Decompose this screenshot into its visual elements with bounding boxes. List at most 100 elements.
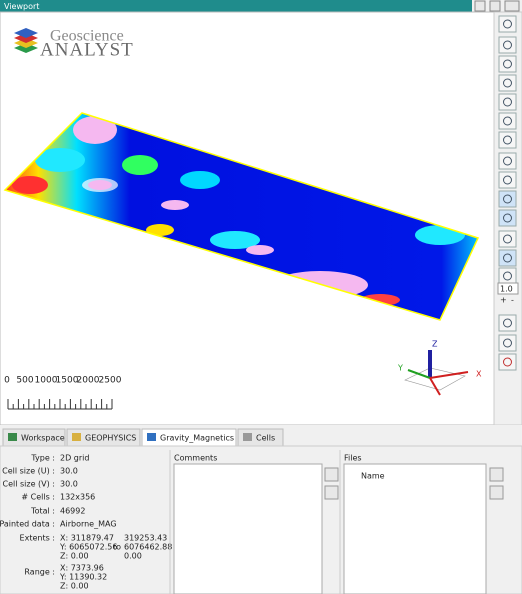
tool-button[interactable]	[498, 190, 517, 208]
property-label: Cell size (U) :	[2, 467, 55, 476]
tool-icon	[503, 116, 512, 126]
tab-label: Cells	[256, 434, 275, 443]
tool-icon	[503, 338, 512, 348]
tool-button[interactable]	[498, 249, 517, 267]
tool-icon	[503, 318, 512, 328]
tool-icon	[503, 253, 512, 263]
tab-label: Gravity_Magnetics	[160, 434, 234, 443]
logo-icon	[14, 28, 38, 53]
property-label: Painted data :	[0, 520, 55, 529]
tool-button[interactable]	[498, 267, 517, 285]
tab-icon	[8, 433, 17, 441]
tool-button[interactable]	[498, 230, 517, 248]
tab-icon	[147, 433, 156, 441]
files-column: Name	[361, 472, 385, 481]
extent-to: 319253.43	[124, 534, 167, 543]
range-value: X: 7373.96	[60, 564, 104, 573]
tool-button[interactable]	[498, 209, 517, 227]
tool-button[interactable]	[498, 36, 517, 54]
tab-icon	[72, 433, 81, 441]
scale-label: 500	[16, 376, 33, 386]
property-value: 132x356	[60, 493, 95, 502]
range-value: Y: 11390.32	[59, 573, 107, 582]
range-value: Z: 0.00	[60, 582, 89, 591]
axes-gizmo	[404, 350, 469, 396]
files-box[interactable]	[343, 463, 487, 594]
remove-file-button[interactable]	[489, 485, 504, 500]
property-value: Airborne_MAG	[60, 520, 117, 529]
tab-label: GEOPHYSICS	[85, 434, 136, 443]
tool-button[interactable]	[498, 15, 517, 33]
tool-icon	[503, 357, 512, 367]
property-label: Range :	[24, 568, 55, 577]
tool-button[interactable]	[498, 152, 517, 170]
axis-z: Z	[432, 340, 438, 349]
zoom-minus[interactable]: -	[511, 296, 514, 305]
logo-line2: ANALYST	[40, 39, 134, 60]
add-file-button[interactable]	[489, 467, 504, 482]
tool-icon	[503, 156, 512, 166]
scale-label: 2500	[99, 376, 122, 386]
tab-icon	[243, 433, 252, 441]
tool-button[interactable]	[498, 55, 517, 73]
scale-label: 2000	[77, 376, 100, 386]
extent-from: Y: 6065072.56	[59, 543, 117, 552]
logo-line1: Geoscience	[50, 28, 124, 45]
add-comment-button[interactable]	[324, 467, 339, 482]
files-title: Files	[344, 454, 362, 463]
remove-comment-button[interactable]	[324, 485, 339, 500]
tool-button[interactable]	[498, 93, 517, 111]
tool-icon	[503, 234, 512, 244]
tool-icon	[503, 59, 512, 69]
grid-outline	[3, 112, 480, 321]
property-value: 2D grid	[60, 454, 89, 463]
axis-y: Y	[397, 364, 403, 373]
scale-label: 1500	[56, 376, 79, 386]
tool-icon	[503, 135, 512, 145]
comments-title: Comments	[174, 454, 217, 463]
comments-box[interactable]	[173, 463, 323, 594]
property-value: 46992	[60, 507, 85, 516]
view-button[interactable]	[504, 0, 520, 12]
tool-button[interactable]	[498, 334, 517, 352]
tool-button[interactable]	[498, 112, 517, 130]
property-value: 30.0	[60, 467, 78, 476]
zoom-plus[interactable]: +	[500, 296, 507, 305]
tool-icon	[503, 213, 512, 223]
tab-label: Workspace	[21, 434, 65, 443]
property-label: Extents :	[20, 534, 55, 543]
extent-from: X: 311879.47	[60, 534, 114, 543]
tool-button[interactable]	[498, 353, 517, 371]
tool-button[interactable]	[498, 314, 517, 332]
scale-label: 0	[4, 376, 10, 386]
window-title: Viewport	[4, 2, 39, 11]
zoom-value: 1.0	[500, 285, 513, 294]
restore-button[interactable]	[474, 0, 486, 12]
tool-icon	[503, 271, 512, 281]
property-value: 30.0	[60, 480, 78, 489]
tool-icon	[503, 78, 512, 88]
extent-to-word: to	[113, 543, 121, 552]
extent-to: 0.00	[124, 552, 142, 561]
tool-icon	[503, 40, 512, 50]
scale-label: 1000	[35, 376, 58, 386]
title-bar	[0, 0, 472, 12]
tool-icon	[503, 175, 512, 185]
tool-icon	[503, 19, 512, 29]
property-label: # Cells :	[21, 493, 55, 502]
property-label: Cell size (V) :	[2, 480, 55, 489]
property-label: Total :	[30, 507, 55, 516]
tool-button[interactable]	[498, 74, 517, 92]
tool-icon	[503, 97, 512, 107]
axis-x: X	[476, 370, 482, 379]
tool-icon	[503, 194, 512, 204]
float-button[interactable]	[489, 0, 501, 12]
property-label: Type :	[30, 454, 55, 463]
extent-to: 6076462.88	[124, 543, 172, 552]
tool-button[interactable]	[498, 131, 517, 149]
tool-button[interactable]	[498, 171, 517, 189]
extent-from: Z: 0.00	[60, 552, 89, 561]
zoom-input[interactable]	[497, 282, 519, 295]
